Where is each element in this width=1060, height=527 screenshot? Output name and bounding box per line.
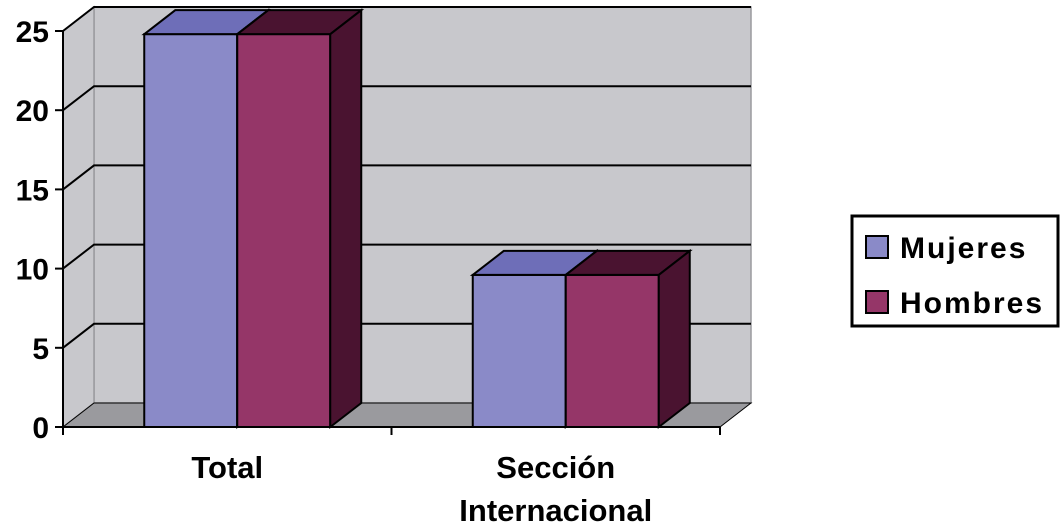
legend-label-mujeres: Mujeres [900,232,1027,265]
side-wall [62,5,95,429]
y-tick-label: 15 [16,174,49,207]
axes: 0 5 10 15 20 25 Total Sección Internacional [16,16,721,527]
bar-front [143,33,239,428]
bar-side [329,8,363,430]
y-tick-label: 10 [16,254,49,287]
legend-swatch-hombres [865,290,889,314]
y-tick-label: 0 [32,412,49,445]
bar-front [564,273,660,428]
bars [141,8,693,430]
gridline [62,85,751,111]
legend-label-hombres: Hombres [900,287,1044,320]
legend: Mujeres Hombres [850,214,1060,328]
y-tick-label: 20 [16,95,49,128]
gridline [62,6,751,32]
legend-swatch-mujeres [865,235,889,259]
x-category-label: Sección [496,450,615,485]
gridline [62,243,751,270]
y-tick-label: 5 [32,333,49,366]
bar-front [471,273,567,428]
x-category-label: Internacional [459,493,652,527]
bar-side [657,248,691,430]
y-tick-label: 25 [16,16,49,49]
bar-front [236,33,332,428]
gridline [62,164,751,191]
bar [234,8,365,430]
bar [562,248,693,430]
x-category-label: Total [191,450,263,485]
